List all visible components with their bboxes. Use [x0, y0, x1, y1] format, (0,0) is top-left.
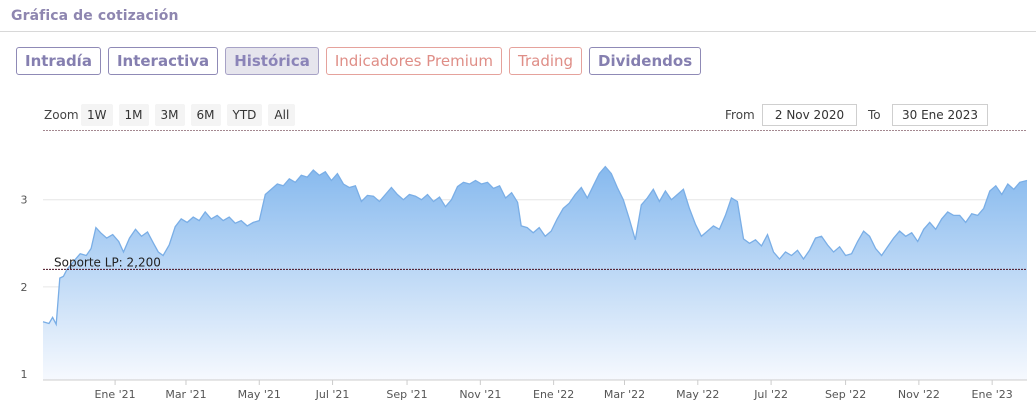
x-tick-label: Sep '21: [386, 388, 427, 401]
section-title: Gráfica de cotización: [11, 8, 179, 24]
zoom-all-button[interactable]: All: [268, 104, 296, 126]
zoom-buttons: 1W 1M 3M 6M YTD All: [81, 104, 296, 126]
tab-interactiva[interactable]: Interactiva: [107, 47, 219, 75]
price-area: [43, 166, 1027, 380]
x-axis: Ene '21 Mar '21 May '21 Jul '21 Sep '21 Nov '…: [43, 379, 1027, 401]
tab-indicadores-premium[interactable]: Indicadores Premium: [325, 47, 502, 75]
x-tick-label: Sep '22: [825, 388, 866, 401]
tab-intradia[interactable]: Intradía: [16, 47, 101, 75]
y-axis: 1 2 3: [21, 194, 28, 381]
price-chart: Resistencia LP: 3,800Soporte LP: 2,200 1…: [21, 130, 1028, 401]
x-tick-label: Ene '21: [94, 388, 135, 401]
tab-dividendos[interactable]: Dividendos: [589, 47, 702, 75]
zoom-ytd-button[interactable]: YTD: [226, 104, 263, 126]
zoom-6m-button[interactable]: 6M: [190, 104, 221, 126]
reference-line-label: Soporte LP: 2,200: [54, 255, 161, 269]
x-tick-label: Ene '22: [533, 388, 574, 401]
zoom-1w-button[interactable]: 1W: [81, 104, 113, 126]
tab-trading[interactable]: Trading: [509, 47, 583, 75]
zoom-label: Zoom: [44, 108, 79, 122]
chart-tabs: Intradía Interactiva Histórica Indicador…: [16, 47, 702, 75]
price-line: [42, 165, 1028, 327]
y-tick-label: 1: [21, 368, 28, 381]
x-tick-label: Mar '22: [604, 388, 645, 401]
from-date-input[interactable]: 2 Nov 2020: [762, 104, 857, 126]
to-label: To: [868, 108, 881, 122]
x-tick-label: May '21: [238, 388, 281, 401]
x-tick-label: Mar '21: [165, 388, 206, 401]
title-divider: [0, 31, 1036, 32]
x-tick-label: May '22: [676, 388, 719, 401]
y-tick-label: 3: [21, 194, 28, 207]
x-tick-label: Jul '22: [753, 388, 788, 401]
from-label: From: [725, 108, 755, 122]
tab-historica[interactable]: Histórica: [225, 47, 319, 75]
x-tick-label: Nov '22: [898, 388, 940, 401]
zoom-3m-button[interactable]: 3M: [154, 104, 185, 126]
reference-lines: Resistencia LP: 3,800Soporte LP: 2,200: [43, 130, 1027, 270]
zoom-1m-button[interactable]: 1M: [118, 104, 149, 126]
to-date-input[interactable]: 30 Ene 2023: [892, 104, 988, 126]
x-tick-label: Jul '21: [315, 388, 350, 401]
x-tick-label: Nov '21: [459, 388, 501, 401]
x-tick-label: Ene '23: [972, 388, 1013, 401]
y-tick-label: 2: [21, 281, 28, 294]
